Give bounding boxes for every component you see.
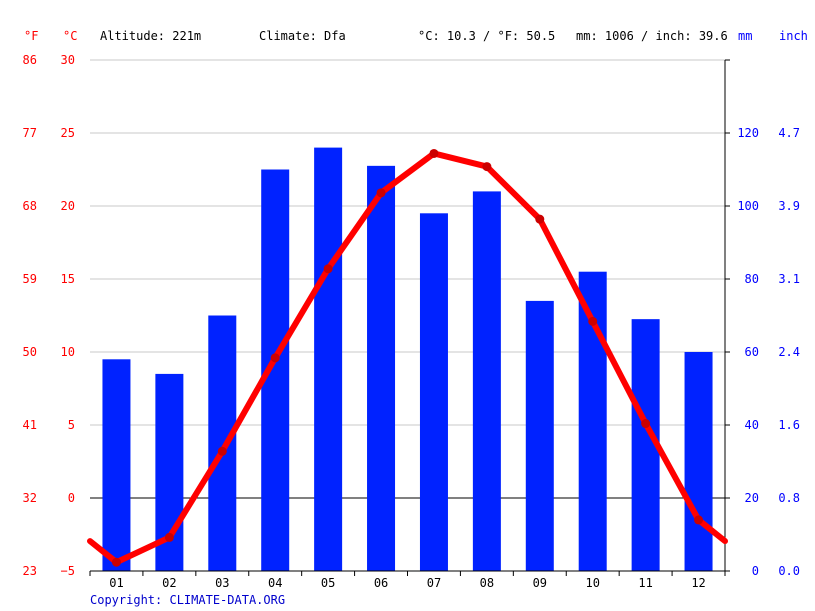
- inch-tick-label: 2.4: [778, 345, 800, 359]
- unit-celsius-label: °C: [63, 29, 77, 43]
- unit-inch-label: inch: [779, 29, 808, 43]
- fahrenheit-tick-label: 77: [23, 126, 37, 140]
- celsius-tick-label: 5: [68, 418, 75, 432]
- month-label: 10: [585, 576, 599, 590]
- precipitation-bar: [684, 352, 713, 571]
- temperature-point: [323, 264, 333, 274]
- month-label: 02: [162, 576, 176, 590]
- temperature-point: [482, 162, 492, 172]
- inch-tick-label: 3.9: [778, 199, 800, 213]
- average-temperature-label: °C: 10.3 / °F: 50.5: [418, 29, 555, 43]
- mm-tick-label: 40: [745, 418, 759, 432]
- month-label: 11: [638, 576, 652, 590]
- celsius-tick-label: 25: [61, 126, 75, 140]
- temperature-point: [694, 515, 704, 525]
- unit-fahrenheit-label: °F: [24, 29, 38, 43]
- precipitation-bar: [419, 213, 448, 572]
- inch-tick-label: 4.7: [778, 126, 800, 140]
- climate-label: Climate: Dfa: [259, 29, 346, 43]
- annual-precipitation-label: mm: 1006 / inch: 39.6: [576, 29, 728, 43]
- mm-tick-label: 120: [737, 126, 759, 140]
- temperature-point: [270, 353, 280, 363]
- precipitation-bar: [314, 147, 343, 571]
- precipitation-bar: [525, 300, 554, 571]
- temperature-line: [87, 148, 728, 567]
- temperature-point: [217, 446, 227, 456]
- month-label: 06: [374, 576, 388, 590]
- mm-tick-label: 80: [745, 272, 759, 286]
- mm-tick-label: 60: [745, 345, 759, 359]
- temperature-point: [588, 316, 598, 326]
- precipitation-bar: [472, 191, 501, 571]
- temperature-point: [164, 532, 174, 542]
- unit-mm-label: mm: [738, 29, 752, 43]
- fahrenheit-tick-label: 59: [23, 272, 37, 286]
- temperature-line-path: [87, 150, 728, 566]
- month-label: 03: [215, 576, 229, 590]
- month-label: 01: [109, 576, 123, 590]
- mm-tick-label: 20: [745, 491, 759, 505]
- temperature-point: [111, 557, 121, 567]
- temperature-point: [376, 188, 386, 198]
- fahrenheit-tick-label: 23: [23, 564, 37, 578]
- celsius-tick-label: 20: [61, 199, 75, 213]
- precipitation-bar: [208, 315, 237, 571]
- inch-tick-label: 3.1: [778, 272, 800, 286]
- fahrenheit-tick-label: 50: [23, 345, 37, 359]
- celsius-tick-label: 15: [61, 272, 75, 286]
- inch-tick-label: 0.0: [778, 564, 800, 578]
- celsius-tick-label: 30: [61, 53, 75, 67]
- tick-labels: 01 02 03 04 05 06 07 08 09 10 11 12302520151050−586…: [23, 53, 800, 590]
- month-label: 08: [480, 576, 494, 590]
- precipitation-bar: [102, 359, 131, 571]
- inch-tick-label: 1.6: [778, 418, 800, 432]
- gridlines: [90, 59, 725, 499]
- fahrenheit-tick-label: 68: [23, 199, 37, 213]
- copyright-text: Copyright: CLIMATE-DATA.ORG: [90, 593, 285, 607]
- month-label: 04: [268, 576, 282, 590]
- axes: [89, 59, 730, 576]
- fahrenheit-tick-label: 32: [23, 491, 37, 505]
- celsius-tick-label: −5: [61, 564, 75, 578]
- celsius-tick-label: 10: [61, 345, 75, 359]
- precipitation-bar: [367, 165, 396, 571]
- celsius-tick-label: 0: [68, 491, 75, 505]
- mm-tick-label: 0: [752, 564, 759, 578]
- month-label: 09: [533, 576, 547, 590]
- fahrenheit-tick-label: 41: [23, 418, 37, 432]
- temperature-point: [429, 148, 439, 158]
- month-label: 07: [427, 576, 441, 590]
- temperature-point: [535, 214, 545, 224]
- temperature-point: [641, 419, 651, 429]
- fahrenheit-tick-label: 86: [23, 53, 37, 67]
- precipitation-bars: [102, 147, 713, 572]
- month-label: 05: [321, 576, 335, 590]
- altitude-label: Altitude: 221m: [100, 29, 201, 43]
- month-label: 12: [691, 576, 705, 590]
- mm-tick-label: 100: [737, 199, 759, 213]
- inch-tick-label: 0.8: [778, 491, 800, 505]
